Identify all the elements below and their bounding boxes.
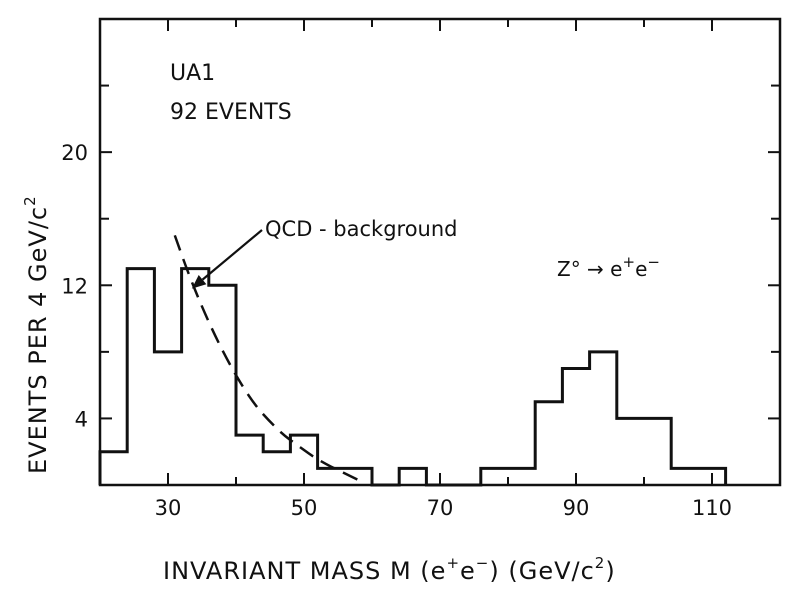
- histogram-bin: [318, 468, 345, 485]
- histogram-bin: [698, 468, 725, 485]
- event-count-label: 92 EVENTS: [170, 100, 292, 125]
- z-decay-label: Z° → e+e−: [557, 253, 660, 281]
- qcd-background-label: QCD - background: [265, 217, 458, 241]
- histogram-bin: [508, 468, 535, 485]
- histogram-bin: [481, 468, 508, 485]
- histogram-bin: [535, 402, 562, 485]
- histogram-bin: [671, 468, 698, 485]
- histogram-bin: [399, 468, 426, 485]
- histogram-bin: [209, 285, 236, 485]
- histogram-bins: [100, 269, 726, 485]
- x-tick-label: 70: [427, 496, 454, 520]
- histogram-bin: [100, 452, 127, 485]
- x-tick-label: 30: [155, 496, 182, 520]
- qcd-background-curve: [173, 234, 359, 482]
- axis-tick-labels: 30 50 70 90 110 4 12 20: [61, 141, 732, 520]
- x-axis-title: INVARIANT MASS M (e+e−) (GeV/c2): [163, 554, 616, 585]
- axis-ticks: [99, 18, 781, 486]
- y-axis-title: EVENTS PER 4 GeV/c2: [21, 195, 52, 474]
- histogram-bin: [127, 269, 154, 485]
- experiment-label: UA1: [170, 61, 215, 86]
- histogram-bin: [590, 352, 617, 485]
- x-tick-label: 50: [291, 496, 318, 520]
- histogram-outline: [98, 267, 728, 487]
- histogram-bin: [290, 435, 317, 485]
- y-tick-label: 4: [75, 407, 88, 431]
- histogram-bin: [562, 369, 589, 486]
- y-tick-label: 20: [61, 141, 88, 165]
- histogram-bin: [182, 269, 209, 485]
- y-tick-label: 12: [61, 274, 88, 298]
- x-tick-label: 90: [563, 496, 590, 520]
- histogram-bin: [236, 435, 263, 485]
- histogram-bin: [644, 418, 671, 485]
- histogram-bin: [617, 418, 644, 485]
- x-tick-label: 110: [692, 496, 732, 520]
- qcd-background-arrow: [191, 229, 263, 289]
- histogram-bin: [154, 352, 181, 485]
- histogram-bin: [263, 452, 290, 485]
